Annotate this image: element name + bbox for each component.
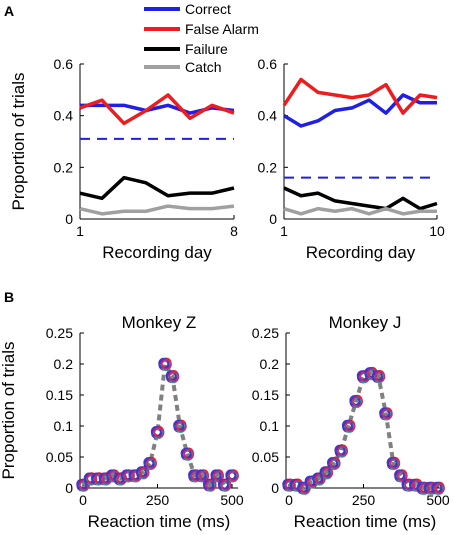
y-tick-label: 0.2 [54, 356, 74, 372]
fit-curve [288, 371, 439, 491]
y-tick-label: 0.15 [252, 387, 279, 403]
data-point [183, 448, 195, 460]
data-point [285, 479, 296, 491]
data-point [374, 371, 386, 383]
data-point [389, 458, 401, 469]
data-point [228, 470, 239, 482]
x-tick-label: 0 [285, 492, 293, 508]
x-tick-label: 500 [220, 492, 244, 508]
y-tick-label: 0.2 [260, 356, 280, 372]
y-tick-label: 0.1 [260, 418, 280, 434]
data-point [344, 420, 356, 432]
y-tick-label: 0.1 [54, 418, 74, 434]
x-axis-label: Recording day [102, 243, 212, 262]
y-tick-label: 0 [269, 211, 277, 227]
x-tick-label: 250 [146, 492, 170, 508]
data-point [198, 470, 210, 482]
y-tick-label: 0.25 [252, 325, 279, 341]
data-point [220, 479, 232, 491]
data-point [205, 479, 217, 491]
series-line-catch [283, 206, 437, 216]
data-point [153, 427, 165, 438]
panel-a-left-axes: 0 0.2 0.4 0.6 1 8 Recording day Proportion of t… [9, 56, 238, 262]
y-tick-label: 0.05 [46, 449, 73, 465]
x-tick-label: 8 [230, 223, 238, 239]
x-tick-label: 10 [429, 223, 445, 239]
x-tick-label: 250 [352, 492, 376, 508]
y-tick-label: 0.25 [46, 325, 73, 341]
y-tick-label: 0.15 [46, 387, 73, 403]
data-point [161, 358, 172, 370]
y-tick-label: 0 [271, 480, 279, 496]
data-point [396, 470, 408, 482]
data-point [86, 473, 98, 485]
data-point [168, 371, 180, 383]
y-tick-label: 0.2 [258, 159, 278, 175]
panel-b-monkey-z-axes: 0 0.05 0.1 0.15 0.2 0.25 0 250 500 Reaction time … [0, 313, 244, 531]
y-tick-label: 0.2 [54, 159, 74, 175]
data-point [175, 420, 187, 432]
x-axis-label: Reaction time (ms) [88, 512, 231, 531]
x-axis-label: Reaction time (ms) [294, 512, 437, 531]
panel-title: Monkey J [329, 313, 402, 332]
y-axis-label: Proportion of trials [9, 73, 28, 211]
data-point [213, 470, 225, 482]
series-line-catch [79, 204, 235, 216]
data-point [138, 467, 150, 479]
x-tick-label: 0 [79, 492, 87, 508]
x-tick-label: 1 [76, 223, 84, 239]
legend-label-false-alarm: False Alarm [185, 21, 259, 37]
x-tick-label: 500 [426, 492, 450, 508]
panel-label-a: A [4, 3, 14, 19]
x-tick-label: 1 [280, 223, 288, 239]
panel-title: Monkey Z [122, 313, 197, 332]
panel-a-right-axes: 0 0.2 0.4 0.6 1 10 Recording day [258, 56, 445, 262]
series-line-false-alarm [79, 93, 235, 126]
data-point [337, 445, 349, 457]
y-tick-label: 0 [65, 480, 73, 496]
y-tick-label: 0.4 [258, 108, 278, 124]
data-point [190, 470, 202, 482]
data-point [123, 470, 135, 482]
y-tick-label: 0.6 [258, 56, 278, 72]
data-point [434, 482, 445, 494]
data-point [426, 482, 438, 494]
data-point [419, 482, 431, 494]
fit-curve [81, 357, 234, 489]
series-line-false-alarm [282, 77, 438, 115]
data-point [352, 396, 363, 407]
legend-label-catch: Catch [185, 59, 222, 75]
panel-b-monkey-j-axes: 0 0.05 0.1 0.15 0.2 0.25 0 250 500 Reaction time … [252, 313, 450, 531]
data-point [329, 458, 341, 469]
data-point [381, 408, 393, 420]
legend-label-failure: Failure [185, 41, 228, 57]
series-line-correct [283, 93, 437, 128]
y-tick-label: 0.6 [54, 56, 74, 72]
data-point [93, 473, 105, 485]
legend: Correct False Alarm Failure Catch [144, 1, 259, 75]
data-point [404, 479, 416, 491]
y-tick-label: 0 [65, 211, 73, 227]
series-line-failure [283, 186, 438, 211]
y-tick-label: 0.05 [252, 449, 279, 465]
data-point [322, 467, 334, 479]
series-line-failure [79, 175, 235, 201]
y-axis-label: Proportion of trials [0, 342, 18, 480]
x-axis-label: Recording day [306, 243, 416, 262]
panel-label-b: B [4, 289, 14, 305]
data-point [146, 458, 157, 469]
legend-label-correct: Correct [185, 1, 231, 17]
y-tick-label: 0.4 [54, 108, 74, 124]
